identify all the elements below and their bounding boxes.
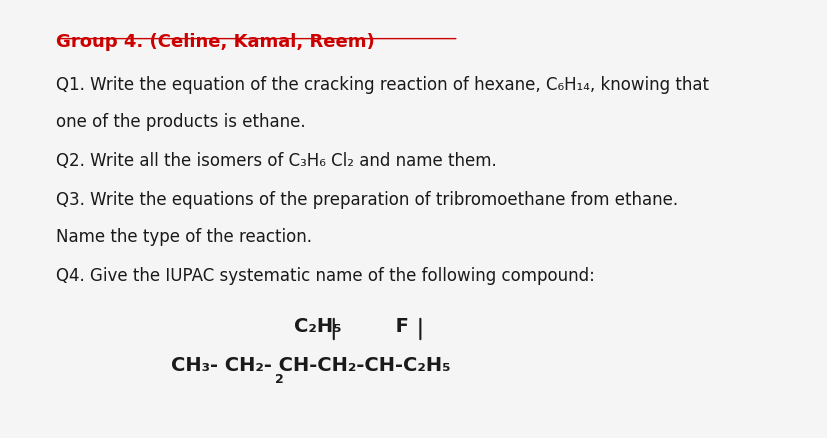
- Text: Group 4. (Celine, Kamal, Reem): Group 4. (Celine, Kamal, Reem): [56, 33, 375, 51]
- Text: CH₃- CH₂- CH-CH₂-CH-C₂H₅: CH₃- CH₂- CH-CH₂-CH-C₂H₅: [171, 355, 451, 374]
- Text: 2: 2: [275, 373, 283, 385]
- Text: Q2. Write all the isomers of C₃H₆ Cl₂ and name them.: Q2. Write all the isomers of C₃H₆ Cl₂ an…: [56, 152, 496, 170]
- Text: Q1. Write the equation of the cracking reaction of hexane, C₆H₁₄, knowing that: Q1. Write the equation of the cracking r…: [56, 76, 709, 94]
- Text: Name the type of the reaction.: Name the type of the reaction.: [56, 228, 312, 246]
- Text: Q4. Give the IUPAC systematic name of the following compound:: Q4. Give the IUPAC systematic name of th…: [56, 267, 595, 285]
- Text: one of the products is ethane.: one of the products is ethane.: [56, 113, 306, 131]
- Text: C₂H₅        F: C₂H₅ F: [294, 316, 409, 335]
- Text: Q3. Write the equations of the preparation of tribromoethane from ethane.: Q3. Write the equations of the preparati…: [56, 191, 677, 209]
